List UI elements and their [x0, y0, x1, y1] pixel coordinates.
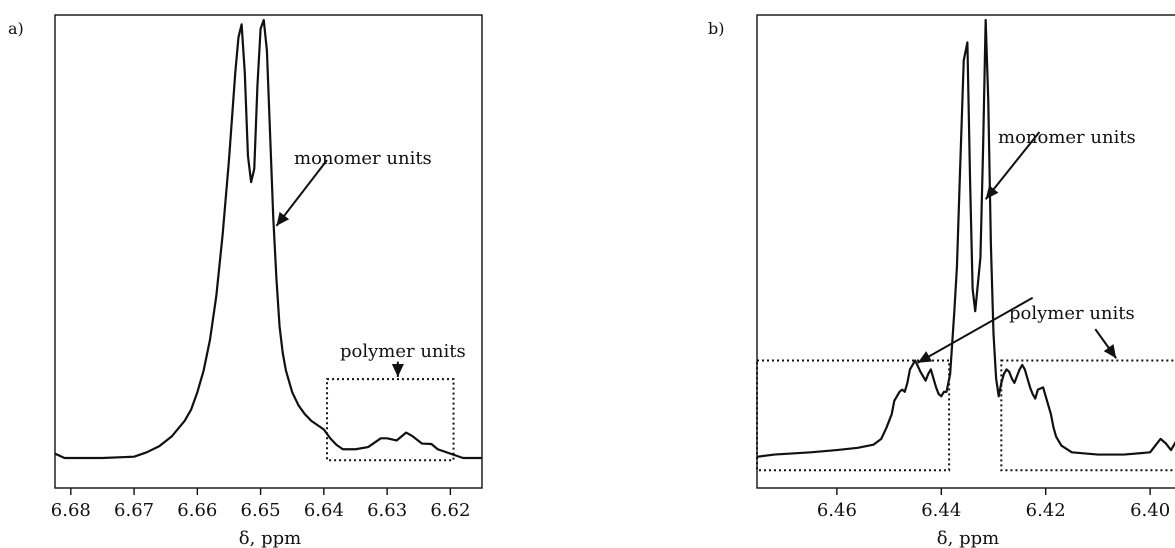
annotation-arrow-3 — [1094, 328, 1117, 359]
arrow-head — [391, 363, 404, 377]
x-tick-label: 6.66 — [177, 500, 217, 521]
panel-b-x-axis-title: δ, ppm — [937, 528, 999, 548]
panel-a: a) 6.68 6.67 6.66 6.65 6.64 6.63 6.62 monomer … — [8, 14, 483, 548]
x-tick-label: 6.46 — [817, 500, 857, 521]
panel-a-monomer-label: monomer units — [294, 148, 432, 169]
annotation-arrow-1 — [984, 131, 1041, 200]
arrow-head — [985, 185, 999, 200]
polymer-box-2 — [1000, 359, 1175, 472]
panel-b-arrows — [917, 131, 1117, 364]
x-tick-label: 6.42 — [1026, 500, 1066, 521]
annotation-arrow-1 — [275, 159, 328, 227]
arrow-shaft — [984, 131, 1041, 200]
panel-a-spectrum-line — [54, 18, 482, 460]
arrow-shaft — [275, 159, 328, 227]
arrow-head — [917, 351, 933, 363]
x-tick-label: 6.68 — [51, 500, 91, 521]
x-tick-label: 6.64 — [304, 500, 344, 521]
panel-b: b) 6.46 6.44 6.42 6.40 monomer units polyme… — [708, 14, 1175, 548]
x-tick-label: 6.65 — [241, 500, 281, 521]
panel-b-polymer-label: polymer units — [1009, 303, 1135, 324]
panel-b-plot-frame — [756, 14, 1175, 489]
panel-b-polymer-boxes — [756, 359, 1175, 472]
annotation-arrow-2 — [391, 361, 404, 377]
arrow-head — [1103, 344, 1117, 359]
x-tick-label: 6.40 — [1130, 500, 1170, 521]
annotation-arrow-2 — [917, 296, 1034, 364]
panel-b-x-ticks: 6.46 6.44 6.42 6.40 — [817, 488, 1170, 521]
panel-a-plot-frame — [54, 14, 483, 489]
x-tick-label: 6.67 — [114, 500, 154, 521]
x-tick-label: 6.62 — [430, 500, 470, 521]
arrow-head — [276, 211, 290, 226]
panel-a-label: a) — [8, 19, 24, 38]
panel-b-monomer-label: monomer units — [998, 127, 1136, 148]
panel-a-polymer-box — [326, 378, 455, 462]
arrow-shaft — [917, 296, 1034, 364]
panel-a-x-axis-title: δ, ppm — [239, 528, 301, 548]
x-tick-label: 6.63 — [367, 500, 407, 521]
x-tick-label: 6.44 — [921, 500, 961, 521]
panel-a-arrows — [275, 159, 404, 377]
panel-a-x-ticks: 6.68 6.67 6.66 6.65 6.64 6.63 6.62 — [51, 488, 470, 521]
panel-a-polymer-label: polymer units — [340, 341, 466, 362]
polymer-box-1 — [756, 359, 951, 472]
panel-b-spectrum-line — [756, 18, 1175, 458]
panel-b-label: b) — [708, 19, 724, 38]
